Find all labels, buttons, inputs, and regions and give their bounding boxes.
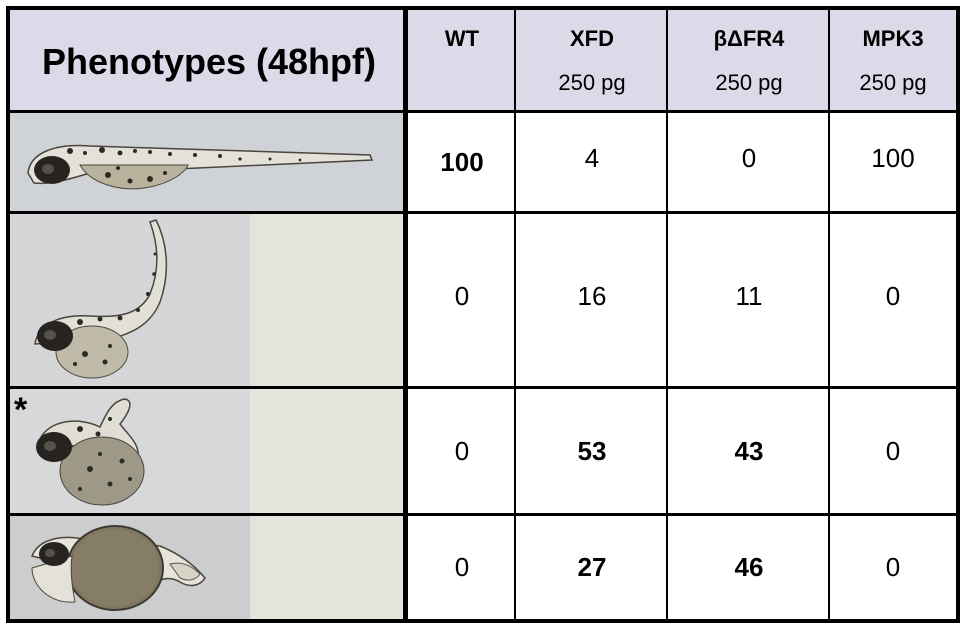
- embryo-photo-normal: [10, 113, 403, 211]
- embryo-photo-curved-tail: [10, 214, 403, 386]
- cell-r3-bdfr4: 43: [734, 435, 764, 466]
- col-divider-3: [828, 6, 830, 623]
- title-header-bg: [10, 10, 403, 110]
- outer-border-left: [6, 6, 10, 623]
- cell-r1-bdfr4: 0: [741, 142, 757, 173]
- cell-r1-xfd: 4: [584, 142, 600, 173]
- col-divider-2: [666, 6, 668, 623]
- col-divider-1: [514, 6, 516, 623]
- column-name: WT: [444, 26, 480, 51]
- column-header-bdfr4: βΔFR4 250 pg: [668, 10, 830, 110]
- row-divider-2: [6, 386, 960, 389]
- phenotype-table: Phenotypes (48hpf) WT XFD 250 pg βΔFR4 2…: [6, 6, 960, 623]
- cell-r4-mpk3: 0: [885, 552, 901, 582]
- outer-border-top: [6, 6, 960, 10]
- column-name: MPK3: [862, 26, 924, 51]
- column-header-wt: WT: [408, 10, 516, 110]
- cell-r3-mpk3: 0: [885, 435, 901, 466]
- phenotype-marker: *: [14, 391, 28, 429]
- column-name: XFD: [570, 26, 614, 51]
- cell-r3-xfd: 53: [577, 435, 607, 466]
- header-divider: [6, 110, 960, 113]
- column-name: βΔFR4: [713, 26, 785, 51]
- cell-r2-bdfr4: 11: [735, 281, 763, 311]
- cell-r2-mpk3: 0: [885, 281, 901, 311]
- cell-r2-wt: 0: [454, 281, 470, 311]
- cell-r3-wt: 0: [454, 435, 470, 466]
- cell-r1-wt: 100: [440, 146, 484, 177]
- column-dose: 250 pg: [558, 70, 626, 95]
- embryo-photo-severe-curled: [10, 389, 403, 513]
- cell-r2-xfd: 16: [577, 281, 607, 311]
- cell-r4-xfd: 27: [577, 552, 607, 582]
- cell-r4-bdfr4: 46: [734, 552, 764, 582]
- cell-r4-wt: 0: [454, 552, 470, 582]
- column-header-mpk3: MPK3 250 pg: [830, 10, 956, 110]
- column-dose: 250 pg: [859, 70, 927, 95]
- row-divider-1: [6, 211, 960, 214]
- cell-r1-mpk3: 100: [871, 142, 915, 173]
- column-header-xfd: XFD 250 pg: [516, 10, 668, 110]
- row-divider-3: [6, 513, 960, 516]
- column-dose: 250 pg: [715, 70, 783, 95]
- table-title: Phenotypes (48hpf): [41, 41, 377, 82]
- embryo-photo-edema-shortened: [10, 516, 403, 619]
- outer-border-right: [956, 6, 960, 623]
- photo-column-divider: [403, 6, 408, 623]
- outer-border-bottom: [6, 619, 960, 623]
- column-header-bg: [408, 10, 956, 110]
